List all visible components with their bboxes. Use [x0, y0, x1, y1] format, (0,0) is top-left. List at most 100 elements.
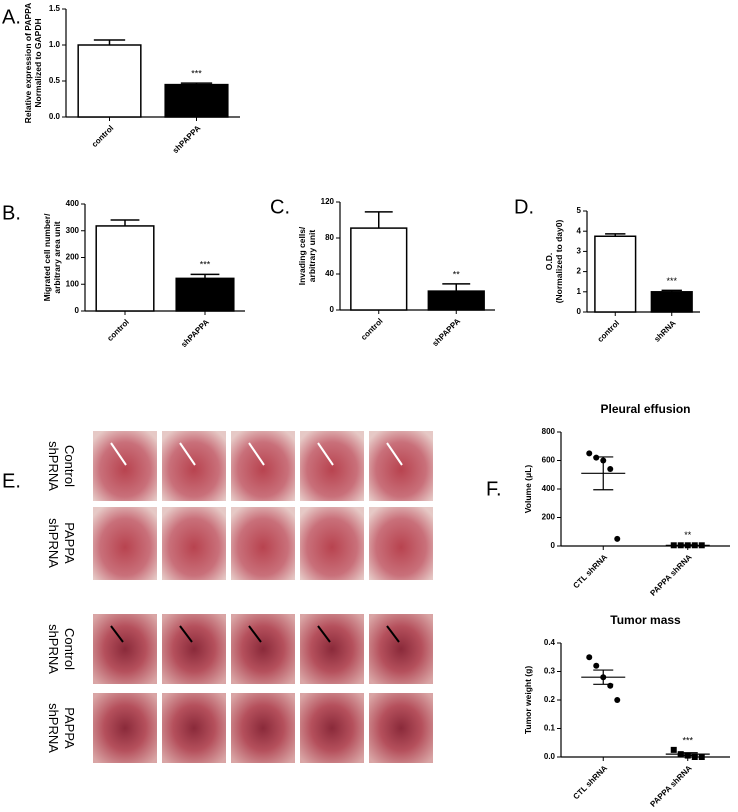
bar: [95, 225, 155, 312]
y-label-line: Volume (μL): [523, 465, 533, 514]
y-tick-label: 300: [66, 226, 80, 235]
y-label-line: Migrated cell number/: [42, 213, 52, 301]
error-bar: [442, 283, 471, 292]
x-tick-label: shRNA: [652, 318, 677, 343]
bar: [77, 44, 142, 118]
point: [691, 754, 698, 760]
panel-label: B.: [2, 202, 21, 224]
y-tick-label: 1.0: [49, 40, 61, 49]
y-tick-label: 600: [542, 456, 556, 465]
y-tick-label: 0.5: [49, 76, 61, 85]
y-tick-label: 2: [577, 267, 582, 276]
y-tick-label: 0: [551, 541, 556, 550]
x-tick-label: control: [90, 124, 116, 150]
arrow: [386, 442, 403, 466]
row-label: PAPPAshPRNA: [46, 703, 77, 753]
y-label-line: (Normalized to day0): [554, 220, 564, 304]
row-label: ControlshPRNA: [46, 624, 77, 674]
significance: ***: [200, 260, 211, 270]
panel-label: A.: [2, 6, 21, 28]
significance: **: [684, 530, 692, 540]
y-label-line: arbitrary area unit: [52, 221, 62, 293]
y-label-line: arbitrary unit: [307, 230, 317, 283]
error-bar: [93, 39, 126, 45]
row-label-line: shPRNA: [46, 518, 61, 568]
photo: [369, 614, 433, 684]
x-tick-label: CTL shRNA: [571, 552, 609, 590]
y-label-line: Tumor weight (g): [523, 666, 533, 734]
y-tick-label: 0.1: [544, 724, 556, 733]
photo: [162, 614, 226, 684]
x-tick-label: PAPPA shRNA: [648, 552, 693, 597]
y-tick-label: 5: [577, 206, 582, 215]
y-tick-label: 40: [325, 269, 334, 278]
photo: [162, 693, 226, 763]
chart-title: Tumor mass: [610, 613, 681, 627]
point: [607, 682, 614, 689]
bar: [164, 83, 229, 118]
error-bar: [661, 289, 682, 292]
y-tick-label: 400: [66, 199, 80, 208]
photo: [231, 614, 295, 684]
point: [607, 466, 614, 473]
photo: [93, 614, 157, 684]
y-tick-label: 0.2: [544, 695, 556, 704]
bar: [175, 277, 235, 312]
y-tick-label: 0.0: [544, 752, 556, 761]
arrow: [110, 625, 124, 643]
row-label-line: shPRNA: [46, 703, 61, 753]
photo: [300, 507, 364, 580]
y-tick-label: 120: [321, 197, 335, 206]
error-bar: [677, 752, 698, 757]
photo: [300, 614, 364, 684]
significance: **: [453, 269, 461, 279]
error-bar: [593, 456, 614, 491]
x-tick-label: shPAPPA: [171, 123, 203, 155]
significance: ***: [191, 69, 202, 79]
photo: [93, 507, 157, 580]
panel-label: C.: [270, 196, 290, 218]
y-tick-label: 0: [330, 305, 335, 314]
error-bar: [180, 82, 213, 85]
bar: [350, 227, 408, 311]
y-axis-label: Volume (μL): [523, 465, 533, 514]
y-label-line: Relative expression of PAPPA: [23, 3, 33, 124]
arrow: [317, 625, 331, 643]
error-bar: [364, 211, 393, 229]
y-tick-label: 0: [577, 307, 582, 316]
y-tick-label: 0: [75, 306, 80, 315]
row-label-line: Control: [62, 628, 77, 670]
row-label: PAPPAshPRNA: [46, 518, 77, 568]
row-label-line: shPRNA: [46, 441, 61, 491]
y-axis-label: Invading cells/arbitrary unit: [297, 226, 317, 285]
error-bar: [605, 233, 626, 237]
photo: [162, 507, 226, 580]
x-tick-label: control: [105, 318, 131, 344]
photo: [300, 693, 364, 763]
error-bar: [593, 669, 614, 685]
y-tick-label: 0.4: [544, 638, 556, 647]
photo: [162, 431, 226, 501]
x-tick-label: control: [359, 317, 385, 343]
arrow: [317, 442, 334, 466]
photo: [231, 693, 295, 763]
row-label-line: PAPPA: [62, 707, 77, 749]
y-label-line: Invading cells/: [297, 226, 307, 285]
arrow: [110, 442, 127, 466]
point: [614, 535, 621, 542]
point: [614, 697, 621, 703]
bar: [427, 290, 485, 311]
arrow: [179, 625, 193, 643]
arrow: [386, 625, 400, 643]
photo: [369, 693, 433, 763]
panel-label: E.: [2, 470, 21, 492]
error-bar: [110, 219, 140, 226]
photo: [369, 431, 433, 501]
photo: [93, 693, 157, 763]
photo: [369, 507, 433, 580]
y-axis-label: Relative expression of PAPPANormalized t…: [23, 3, 43, 124]
photo: [231, 507, 295, 580]
y-tick-label: 3: [577, 247, 582, 256]
y-tick-label: 4: [577, 226, 582, 235]
